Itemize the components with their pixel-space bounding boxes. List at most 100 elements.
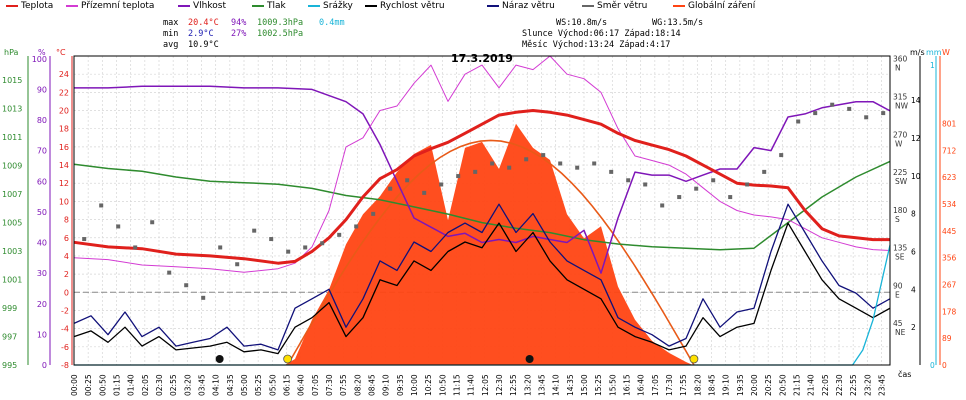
x-tick-label: 15:25 — [594, 374, 603, 396]
axis-wind-speed-tick: 6 — [911, 247, 916, 256]
x-tick-label: 13:45 — [538, 374, 547, 396]
axis-humidity-tick: 30 — [37, 269, 47, 278]
series-pressure-line — [73, 160, 891, 251]
wind-direction-point — [235, 262, 240, 267]
x-tick-label: 05:25 — [254, 374, 263, 396]
axis-direction-compass-tick: E — [895, 290, 900, 299]
wind-direction-point — [507, 165, 512, 170]
legend-label: Globální záření — [688, 1, 756, 11]
wind-direction-point — [405, 178, 410, 183]
axis-temperature-tick: 16 — [59, 143, 69, 152]
wind-direction-point — [575, 165, 580, 170]
x-tick-label: 19:35 — [736, 374, 745, 396]
legend-item: Tlak — [252, 1, 286, 11]
legend-item: Globální záření — [673, 1, 755, 11]
series-wind-gust-line — [73, 203, 891, 351]
x-tick-label: 12:55 — [509, 374, 518, 396]
axis-temperature-tick: 8 — [64, 216, 69, 225]
axis-humidity-tick: 40 — [37, 239, 47, 248]
axis-precipitation-tick: 1 — [930, 61, 935, 70]
axis-wind-speed-tick: 14 — [911, 96, 921, 105]
axis-humidity-tick: 80 — [37, 116, 47, 125]
stat-avg-label: avg — [163, 40, 179, 50]
wind-direction-point — [303, 245, 308, 250]
legend-swatch — [365, 4, 377, 7]
axis-temperature-tick: -2 — [61, 306, 69, 315]
wind-direction-point — [473, 169, 478, 174]
series-ground-temperature-line — [73, 55, 891, 273]
x-tick-label: 07:30 — [325, 374, 334, 396]
x-tick-label: 08:20 — [353, 374, 362, 396]
legend-item: Směr větru — [582, 1, 647, 11]
axis-pressure-tick: 997 — [2, 333, 17, 342]
stat-max-press: 1009.3hPa — [257, 18, 304, 28]
x-tick-label: 07:55 — [339, 374, 348, 396]
x-axis-label: čas — [898, 369, 911, 379]
axis-temperature-tick: 10 — [59, 197, 69, 206]
axis-humidity-tick: 60 — [37, 177, 47, 186]
legend-swatch — [252, 4, 264, 7]
axis-direction-compass-tick: SE — [895, 253, 905, 262]
series-wind-speed-line — [73, 222, 891, 355]
wind-direction-point — [660, 203, 665, 208]
x-tick-label: 02:05 — [141, 374, 150, 396]
axis-direction-compass-tick: NE — [895, 328, 906, 337]
legend-item: Přízemní teplota — [66, 1, 154, 11]
x-tick-label: 23:20 — [863, 374, 872, 396]
x-tick-label: 05:50 — [268, 374, 277, 396]
legend-swatch — [308, 4, 320, 7]
axis-radiation-tick: 445 — [942, 227, 957, 236]
x-tick-label: 02:55 — [169, 374, 178, 396]
legend-item: Vlhkost — [178, 1, 226, 11]
axis-direction-compass-tick: S — [895, 215, 900, 224]
axis-humidity-tick: 70 — [37, 147, 47, 156]
axis-temperature-tick: 2 — [64, 270, 69, 279]
axis-direction-compass-tick: W — [895, 139, 903, 148]
axis-pressure-tick: 1001 — [2, 276, 22, 285]
wind-direction-point — [881, 111, 886, 116]
axis-radiation-tick: 0 — [942, 361, 947, 370]
x-tick-label: 21:15 — [793, 374, 802, 396]
axis-temperature-tick: 14 — [59, 161, 69, 170]
x-tick-label: 02:30 — [155, 374, 164, 396]
axis-radiation-tick: 801 — [942, 120, 957, 129]
axis-pressure-tick: 1013 — [2, 105, 22, 114]
x-tick-label: 12:30 — [495, 374, 504, 396]
legend-bar: Teplota Přízemní teplota Vlhkost Tlak Srážky… — [0, 0, 966, 14]
x-tick-label: 01:15 — [113, 374, 122, 396]
axis-radiation-tick: 267 — [942, 281, 957, 290]
wind-direction-point — [779, 153, 784, 158]
x-tick-label: 15:50 — [608, 374, 617, 396]
axis-direction-compass-tick: SW — [895, 177, 908, 186]
axis-direction-degree-tick: 90 — [893, 281, 903, 290]
legend-swatch — [487, 4, 499, 7]
axis-wind-speed-tick: 8 — [911, 210, 916, 219]
x-tick-label: 04:10 — [212, 374, 221, 396]
wind-direction-point — [388, 186, 393, 191]
x-tick-label: 07:05 — [311, 374, 320, 396]
x-tick-label: 22:55 — [849, 374, 858, 396]
axis-radiation-tick: 712 — [942, 146, 957, 155]
stat-rain: 0.4mm — [319, 18, 345, 28]
legend-item: Srážky — [308, 1, 353, 11]
legend-label: Srážky — [323, 1, 353, 11]
wind-direction-point — [745, 182, 750, 187]
wind-direction-point — [541, 153, 546, 158]
stat-max-label: max — [163, 18, 179, 28]
stat-moon: Měsíc Východ:13:24 Západ:4:17 — [522, 40, 671, 50]
wind-direction-point — [337, 232, 342, 237]
legend-swatch — [6, 4, 18, 7]
axis-humidity-tick: 10 — [37, 330, 47, 339]
axis-pressure-label: hPa — [4, 48, 19, 57]
axis-direction-degree-tick: 270 — [893, 130, 908, 139]
x-tick-label: 09:10 — [382, 374, 391, 396]
x-tick-label: 17:05 — [651, 374, 660, 396]
wind-direction-point — [99, 203, 104, 208]
x-tick-label: 13:20 — [523, 374, 532, 396]
stat-min-label: min — [163, 29, 179, 39]
x-tick-label: 00:00 — [70, 374, 79, 396]
wind-direction-point — [847, 106, 852, 111]
axis-pressure-tick: 1009 — [2, 162, 22, 171]
wind-direction-point — [456, 174, 461, 179]
